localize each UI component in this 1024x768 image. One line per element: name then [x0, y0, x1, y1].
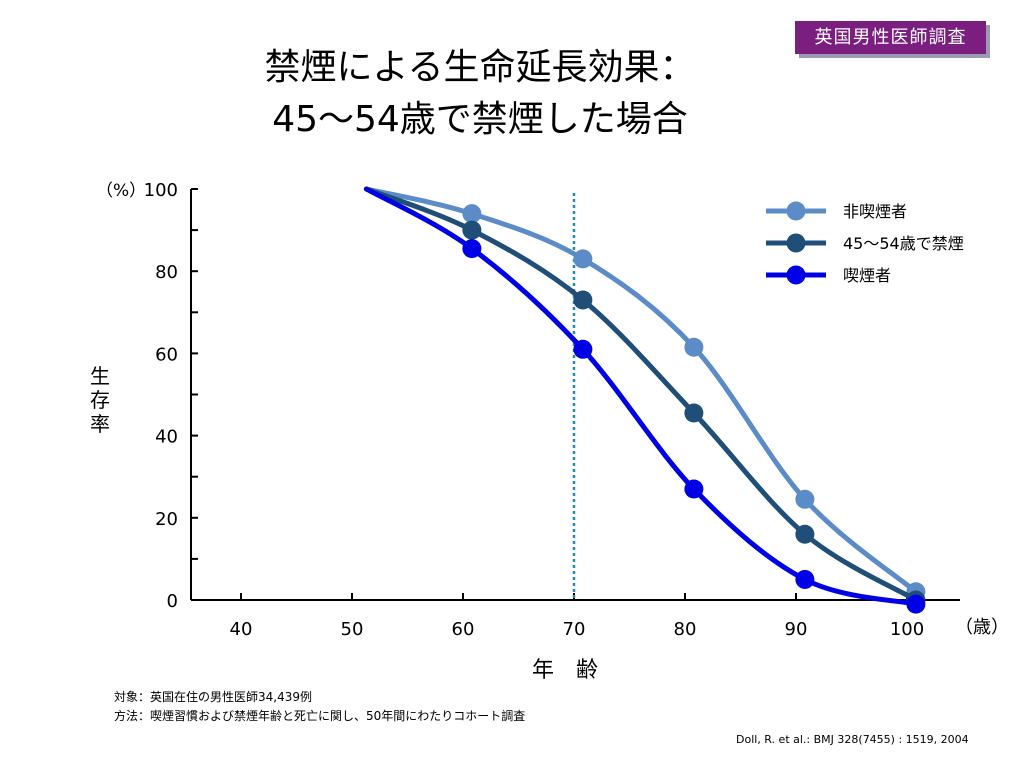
- notes: 対象：英国在住の男性医師34,439例 方法：喫煙習慣および禁煙年齢と死亡に関し…: [114, 688, 525, 726]
- chart-series: [363, 186, 926, 614]
- x-tick-label: 80: [674, 619, 697, 640]
- y-tick-label: 40: [155, 427, 178, 448]
- data-point: [906, 594, 926, 614]
- legend-marker: [786, 201, 806, 221]
- citation: Doll, R. et al.: BMJ 328(7455) : 1519, 2…: [736, 733, 969, 746]
- series-line-1: [363, 186, 919, 595]
- data-point: [795, 489, 815, 509]
- study-badge: 英国男性医師調査: [795, 21, 986, 54]
- legend-marker: [786, 265, 806, 285]
- y-tick-label: 100: [144, 180, 178, 201]
- y-tick-label: 80: [155, 262, 178, 283]
- data-point: [573, 249, 593, 269]
- data-point: [462, 220, 482, 240]
- data-point: [795, 524, 815, 544]
- y-tick-label: 0: [167, 591, 178, 612]
- x-tick-label: 90: [785, 619, 808, 640]
- x-tick-label: 70: [563, 619, 586, 640]
- page-title: 禁煙による生命延長効果： 45～54歳で禁煙した場合: [0, 42, 960, 146]
- y-tick-label: 20: [155, 509, 178, 530]
- note-subjects: 対象：英国在住の男性医師34,439例: [114, 690, 312, 704]
- data-point: [684, 337, 704, 357]
- data-point: [573, 339, 593, 359]
- series-line-2: [363, 186, 919, 603]
- data-point: [462, 239, 482, 259]
- series-line-3: [363, 186, 919, 607]
- data-point: [462, 204, 482, 224]
- x-tick-label: 60: [452, 619, 475, 640]
- data-point: [795, 569, 815, 589]
- legend-label: 45～54歳で禁煙: [843, 234, 964, 253]
- note-method: 方法：喫煙習慣および禁煙年齢と死亡に関し、50年間にわたりコホート調査: [114, 709, 526, 723]
- y-tick-label: 60: [155, 344, 178, 365]
- legend-label: 非喫煙者: [843, 202, 907, 221]
- x-tick-label: 50: [341, 619, 364, 640]
- y-unit-label: （%）: [96, 181, 146, 201]
- x-unit-label: （歳）: [955, 617, 1009, 638]
- title-line-2: 45～54歳で禁煙した場合: [272, 99, 688, 140]
- x-axis-title: 年 齢: [532, 658, 598, 683]
- x-tick-label: 40: [230, 619, 253, 640]
- x-tick-label: 100: [890, 619, 924, 640]
- legend-marker: [786, 233, 806, 253]
- data-point: [573, 290, 593, 310]
- data-point: [684, 403, 704, 423]
- data-point: [684, 479, 704, 499]
- title-line-1: 禁煙による生命延長効果：: [264, 47, 696, 88]
- y-axis-title: 生存率: [90, 364, 110, 436]
- legend-label: 喫煙者: [843, 266, 891, 285]
